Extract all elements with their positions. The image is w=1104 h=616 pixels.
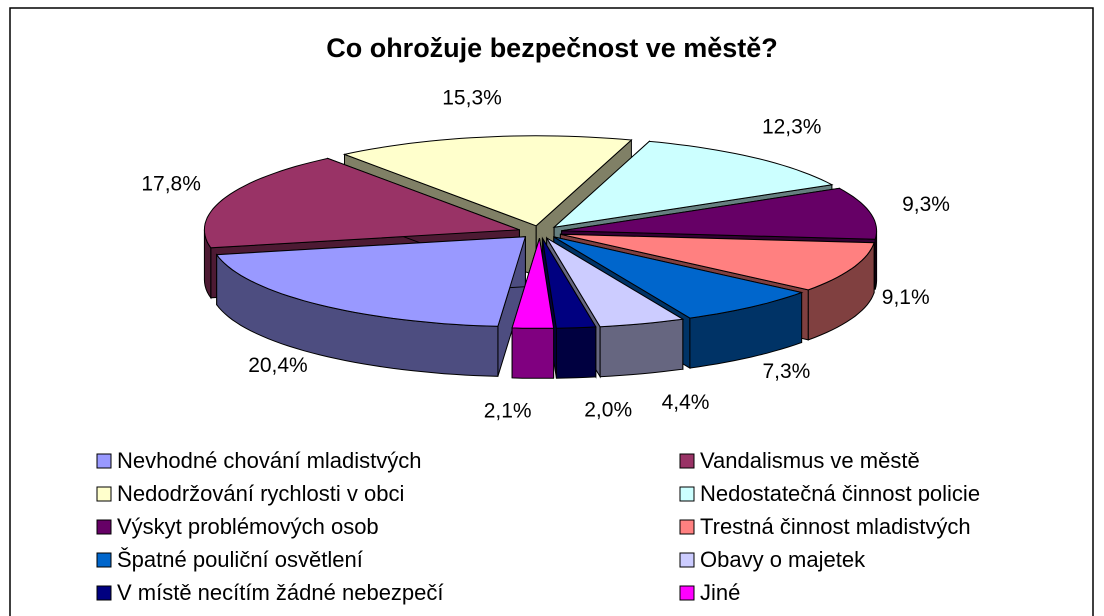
slice: [561, 187, 878, 240]
slice: [541, 237, 597, 329]
slice: [342, 135, 633, 227]
legend-swatch: [679, 585, 695, 601]
data-label: 17,8%: [141, 172, 201, 195]
slice: [552, 140, 834, 228]
data-label: 15,3%: [442, 87, 502, 110]
slice: [560, 233, 875, 291]
legend-swatch: [96, 486, 112, 502]
data-label: 4,4%: [662, 391, 710, 414]
slice: [215, 236, 527, 327]
legend-label: Nedodržování rychlosti v obci: [117, 481, 404, 506]
legend-label: Trestná činnost mladistvých: [700, 514, 971, 539]
legend-label: Obavy o majetek: [700, 547, 866, 572]
legend-swatch: [96, 585, 112, 601]
legend-label: Špatné pouliční osvětlení: [117, 547, 363, 572]
slice: [511, 238, 555, 329]
legend-label: Jiné: [700, 580, 740, 605]
legend-label: V místě necítím žádné nebezpečí: [117, 580, 444, 605]
data-label: 20,4%: [248, 354, 308, 377]
legend-label: Nevhodné chování mladistvých: [117, 448, 422, 473]
legend-label: Nedostatečná činnost policie: [700, 481, 980, 506]
legend-swatch: [96, 519, 112, 535]
slice-wall: [511, 327, 555, 379]
legend-swatch: [679, 486, 695, 502]
legend-swatch: [96, 453, 112, 469]
legend-label: Výskyt problémových osob: [117, 514, 379, 539]
data-label: 9,3%: [902, 193, 950, 216]
legend-swatch: [96, 552, 112, 568]
legend-swatch: [679, 519, 695, 535]
data-label: 9,1%: [882, 286, 930, 309]
data-label: 7,3%: [762, 360, 810, 383]
slice-wall: [599, 318, 684, 378]
slice: [553, 236, 804, 319]
data-label: 12,3%: [762, 116, 822, 139]
chart-title: Co ohrožuje bezpečnost ve městě?: [326, 33, 778, 63]
slice-wall: [555, 326, 597, 379]
slice: [546, 237, 685, 328]
legend-swatch: [679, 453, 695, 469]
legend-label: Vandalismus ve městě: [700, 448, 920, 473]
legend-swatch: [679, 552, 695, 568]
data-label: 2,1%: [484, 400, 532, 423]
slice: [203, 157, 520, 249]
data-label: 2,0%: [584, 399, 632, 422]
